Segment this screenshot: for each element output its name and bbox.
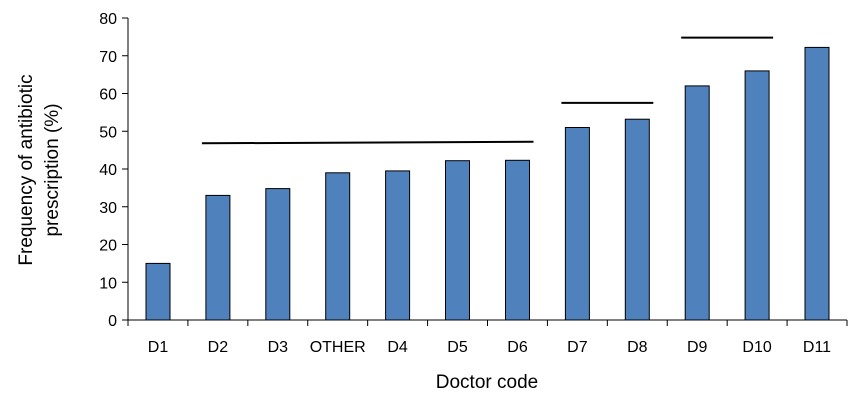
y-axis-title-line-2: prescription (%) [42, 103, 63, 236]
x-tick-label-d7: D7 [567, 339, 588, 356]
x-tick-label-d8: D8 [627, 339, 648, 356]
x-tick-label-d9: D9 [687, 339, 708, 356]
bar-d1 [145, 262, 171, 321]
y-tick-label-10: 10 [99, 275, 117, 292]
y-tick-label-0: 0 [108, 313, 117, 330]
x-tick-label-other: OTHER [310, 339, 366, 356]
bar-d8 [624, 118, 650, 321]
group-line-1 [201, 140, 534, 145]
bar-d9 [684, 85, 710, 321]
x-tick-label-d3: D3 [268, 339, 289, 356]
plot-area [145, 36, 830, 321]
bar-d3 [265, 188, 291, 321]
y-axis-title-group: Frequency of antibiotic prescription (%) [16, 74, 63, 265]
y-tick-label-50: 50 [99, 124, 117, 141]
x-tick-label-d2: D2 [208, 339, 229, 356]
y-tick-label-60: 60 [99, 87, 117, 104]
y-tick-label-20: 20 [99, 238, 117, 255]
x-tick-label-d4: D4 [387, 339, 408, 356]
bar-d5 [445, 160, 470, 321]
x-tick-label-d6: D6 [507, 339, 528, 356]
bar-d11 [804, 46, 830, 321]
x-tick-label-d10: D10 [742, 339, 771, 356]
y-tick-label-40: 40 [99, 162, 117, 179]
bar-d7 [564, 127, 590, 321]
x-tick-label-d5: D5 [447, 339, 468, 356]
bar-d4 [385, 170, 411, 321]
bar-other [325, 172, 351, 321]
y-axis-title-line-1: Frequency of antibiotic [16, 74, 37, 265]
bar-d6 [505, 159, 530, 321]
x-tick-label-d11: D11 [803, 339, 831, 356]
y-tick-label-80: 80 [99, 11, 117, 28]
x-tick-label-d1: D1 [148, 339, 169, 356]
x-axis-title: Doctor code [436, 372, 538, 393]
bar-d10 [744, 70, 770, 321]
y-tick-label-30: 30 [99, 200, 117, 217]
y-tick-label-70: 70 [99, 49, 117, 66]
bar-d2 [205, 194, 231, 321]
axes: 0 10 20 30 40 50 60 70 80 D1 D2 D3 OTHER D4 D5 D6 D7 D8 D9… [99, 11, 848, 356]
